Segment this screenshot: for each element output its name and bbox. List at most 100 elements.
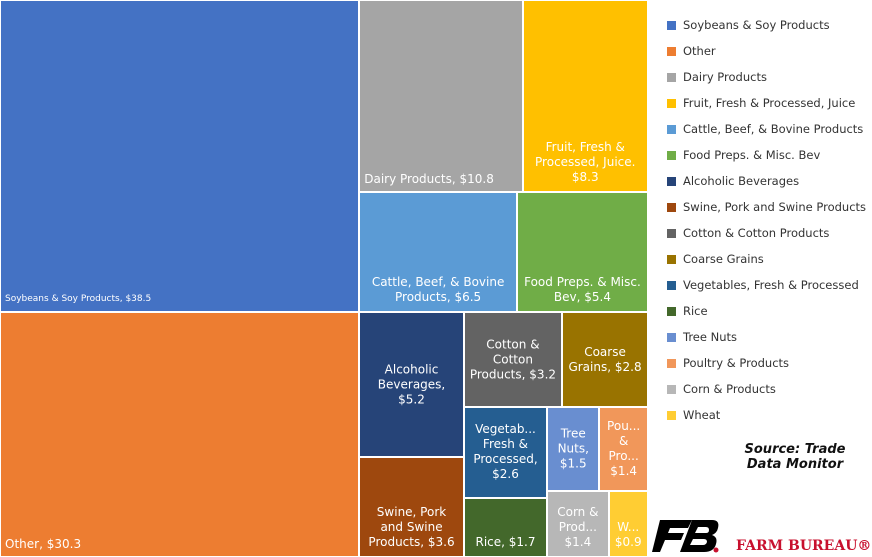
treemap-tile: Cattle, Beef, & Bovine Products, $6.5 — [359, 192, 517, 313]
legend-item: Food Preps. & Misc. Bev — [667, 142, 866, 168]
treemap-tile: Food Preps. & Misc. Bev, $5.4 — [516, 192, 648, 313]
tile-name: Swine, Pork and Swine Products, — [368, 504, 447, 549]
tile-name: Vegetab... Fresh & Processed, — [473, 422, 538, 467]
legend-item: Soybeans & Soy Products — [667, 12, 866, 38]
tile-name: Cotton & Cotton Products, — [469, 337, 540, 382]
tile-value: $1.4 — [610, 463, 638, 478]
tile-name: Rice, — [475, 534, 505, 549]
tile-label: Corn & Prod...$1.4 — [552, 505, 603, 550]
legend-label: Vegetables, Fresh & Processed — [683, 278, 859, 292]
tile-label: Pou... & Pro...$1.4 — [604, 419, 643, 479]
treemap-tile: Other, $30.3 — [0, 311, 360, 557]
legend-swatch — [667, 332, 676, 342]
legend: Soybeans & Soy Products Other Dairy Produc… — [667, 12, 866, 428]
treemap-tile: Cotton & Cotton Products, $3.2 — [463, 312, 563, 407]
tile-name: Soybeans & Soy Products, — [5, 293, 123, 304]
legend-label: Cattle, Beef, & Bovine Products — [683, 122, 864, 136]
tile-name: Food Preps. & Misc. Bev, — [524, 275, 641, 305]
legend-item: Wheat — [667, 402, 866, 428]
tile-label: Coarse Grains, $2.8 — [567, 345, 643, 375]
legend-swatch — [667, 280, 676, 290]
tile-value: $10.8 — [459, 172, 494, 187]
legend-label: Alcoholic Beverages — [683, 174, 800, 188]
legend-swatch — [667, 46, 676, 56]
legend-swatch — [667, 72, 676, 82]
tile-name: Tree Nuts, — [557, 426, 589, 456]
tile-value: $38.5 — [125, 293, 152, 304]
tile-value: $6.5 — [454, 290, 482, 305]
legend-item: Poultry & Products — [667, 350, 866, 376]
tile-value: $2.8 — [614, 359, 642, 374]
tile-name: Cattle, Beef, & Bovine Products, — [371, 275, 505, 305]
legend-swatch — [667, 202, 676, 212]
tile-value: $3.6 — [427, 534, 455, 549]
legend-swatch — [667, 98, 676, 108]
legend-swatch — [667, 176, 676, 186]
tile-name: Fruit, Fresh & Processed, Juice. — [535, 140, 636, 170]
tile-label: Dairy Products, $10.8 — [364, 172, 517, 187]
tile-value: $1.5 — [559, 456, 587, 471]
tile-label: Food Preps. & Misc. Bev, $5.4 — [522, 275, 643, 305]
tile-value: $2.6 — [492, 467, 519, 482]
legend-label: Dairy Products — [683, 70, 767, 84]
treemap-tile: Corn & Prod...$1.4 — [547, 490, 609, 557]
legend-item: Corn & Products — [667, 376, 866, 402]
tile-label: Vegetab... Fresh & Processed,$2.6 — [469, 422, 542, 482]
tile-label: Cotton & Cotton Products, $3.2 — [469, 337, 557, 382]
tile-value: $1.7 — [508, 534, 536, 549]
tile-name: Corn & Prod... — [557, 504, 599, 534]
treemap-tile: Coarse Grains, $2.8 — [562, 312, 648, 407]
tile-label: Tree Nuts,$1.5 — [552, 426, 594, 471]
tile-label: Swine, Pork and Swine Products, $3.6 — [364, 505, 459, 550]
treemap-tile: Rice, $1.7 — [463, 497, 548, 557]
legend-swatch — [667, 358, 676, 368]
legend-item: Vegetables, Fresh & Processed — [667, 272, 866, 298]
treemap-tile: Fruit, Fresh & Processed, Juice.$8.3 — [522, 0, 648, 193]
tile-value: $3.2 — [529, 367, 557, 382]
legend-item: Cotton & Cotton Products — [667, 220, 866, 246]
tile-value: $1.4 — [564, 534, 592, 549]
treemap-tile: Alcoholic Beverages,$5.2 — [359, 312, 464, 457]
treemap-tile: Vegetab... Fresh & Processed,$2.6 — [463, 406, 548, 498]
legend-item: Tree Nuts — [667, 324, 866, 350]
legend-item: Alcoholic Beverages — [667, 168, 866, 194]
legend-swatch — [667, 124, 676, 134]
treemap-tile: Pou... & Pro...$1.4 — [599, 406, 648, 491]
legend-label: Rice — [683, 304, 708, 318]
tile-name: Pou... & Pro... — [607, 418, 641, 463]
tile-label: Alcoholic Beverages,$5.2 — [364, 362, 459, 407]
treemap-tile: Soybeans & Soy Products, $38.5 — [0, 0, 360, 312]
tile-label: Cattle, Beef, & Bovine Products, $6.5 — [364, 275, 512, 305]
brand-name: FARM BUREAU® — [736, 538, 872, 554]
tile-name: Dairy Products, — [364, 172, 456, 187]
legend-label: Food Preps. & Misc. Bev — [683, 148, 821, 162]
logo-mark — [652, 520, 719, 553]
legend-swatch — [667, 410, 676, 420]
legend-swatch — [667, 384, 676, 394]
legend-item: Swine, Pork and Swine Products — [667, 194, 866, 220]
treemap-tile: Dairy Products, $10.8 — [359, 0, 523, 193]
tile-value: $8.3 — [571, 170, 599, 185]
legend-label: Coarse Grains — [683, 252, 764, 266]
legend-item: Other — [667, 38, 866, 64]
legend-label: Tree Nuts — [683, 330, 738, 344]
legend-item: Dairy Products — [667, 64, 866, 90]
legend-item: Rice — [667, 298, 866, 324]
legend-label: Wheat — [683, 408, 721, 422]
tile-label: Other, $30.3 — [5, 537, 354, 552]
legend-label: Poultry & Products — [683, 356, 790, 370]
source-note: Source: Trade Data Monitor — [744, 442, 846, 472]
legend-swatch — [667, 306, 676, 316]
legend-label: Soybeans & Soy Products — [683, 18, 830, 32]
legend-swatch — [667, 254, 676, 264]
tile-value: $30.3 — [46, 536, 82, 551]
tile-label: Soybeans & Soy Products, $38.5 — [5, 292, 354, 307]
tile-name: W... — [617, 519, 640, 534]
legend-swatch — [667, 20, 676, 30]
treemap-tile: Tree Nuts,$1.5 — [547, 406, 600, 491]
tile-value: $0.9 — [614, 534, 642, 549]
legend-swatch — [667, 228, 676, 238]
tile-label: W...$0.9 — [614, 520, 643, 550]
tile-name: Coarse Grains, — [568, 344, 626, 374]
